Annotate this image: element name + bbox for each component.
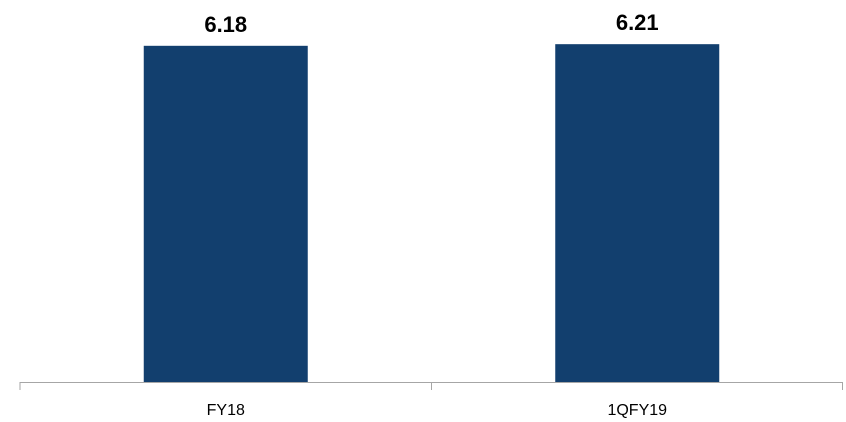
x-tick-label-1qfy19: 1QFY19 [607, 402, 667, 419]
x-tick-label-fy18: FY18 [207, 402, 245, 419]
bar-fy18 [143, 45, 308, 383]
label-group: 6.18 FY18 6.21 1QFY19 [204, 10, 667, 419]
bar-group [143, 44, 720, 383]
data-label-1qfy19: 6.21 [616, 10, 659, 35]
bar-1qfy19 [555, 44, 720, 383]
x-axis [19, 382, 843, 390]
data-label-fy18: 6.18 [204, 12, 247, 37]
